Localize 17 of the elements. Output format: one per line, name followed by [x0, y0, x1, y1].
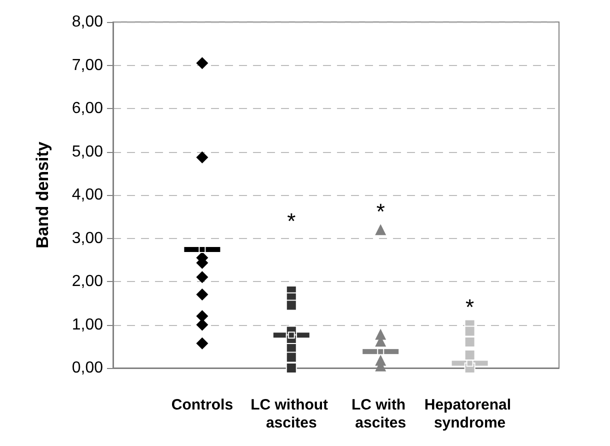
- y-tick-label: 0,00: [72, 360, 104, 376]
- x-tick-label: Hepatorenal syndrome: [424, 396, 516, 432]
- y-tick-label: 4,00: [72, 186, 104, 204]
- annotation: *: [376, 199, 386, 224]
- x-tick-label: Controls: [171, 396, 234, 414]
- x-tick-label: LC without ascites: [250, 396, 332, 432]
- y-tick-label: 1,00: [72, 316, 104, 334]
- annotation: *: [287, 208, 296, 234]
- y-tick-label: 3,00: [72, 230, 104, 247]
- x-tick-label: LC with ascites: [351, 396, 410, 432]
- y-tick-label: 2,00: [72, 273, 104, 290]
- y-tick-label: 8,00: [72, 14, 104, 30]
- y-tick-label: 6,00: [72, 100, 104, 117]
- annotation: *: [466, 294, 475, 320]
- y-tick-label: 5,00: [72, 143, 104, 160]
- y-axis-title: Band density: [33, 141, 52, 248]
- y-tick-label: 7,00: [72, 56, 104, 74]
